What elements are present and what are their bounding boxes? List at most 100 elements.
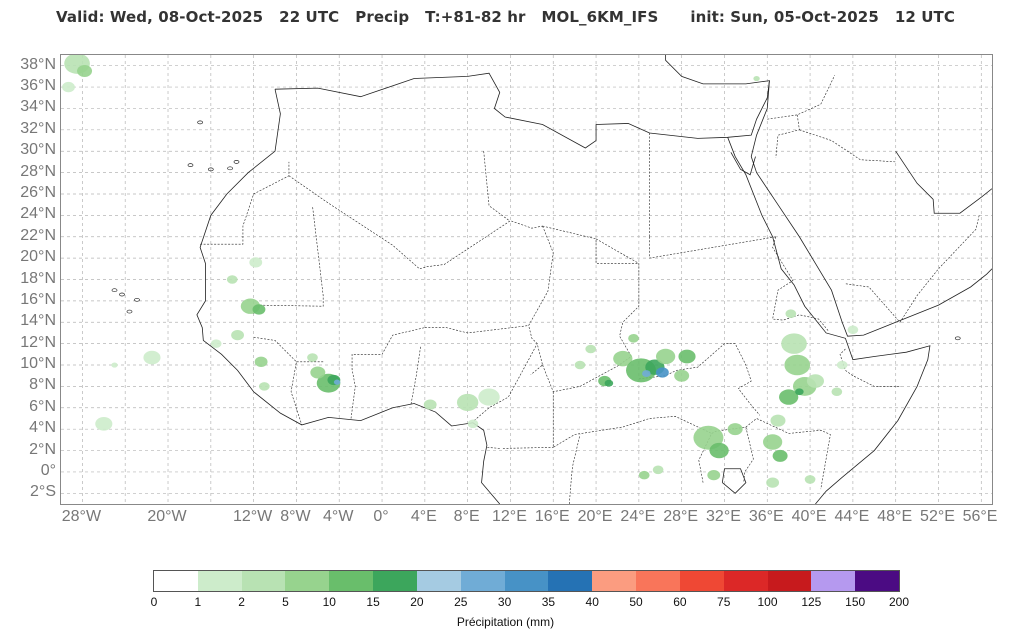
lon-tick-label: 20°E xyxy=(577,508,613,525)
precip-patch xyxy=(831,387,843,397)
precip-patch xyxy=(642,370,651,378)
lon-tick-label: 8°W xyxy=(280,508,311,525)
lon-tick-label: 44°E xyxy=(834,508,870,525)
country-border xyxy=(839,348,902,387)
island-outline xyxy=(227,166,233,171)
map-canvas[interactable] xyxy=(61,55,992,504)
colorbar-segment xyxy=(285,571,330,591)
lon-tick-label: 12°W xyxy=(232,508,273,525)
lon-tick-label: 16°E xyxy=(534,508,570,525)
country-border xyxy=(638,343,761,416)
colorbar-segment xyxy=(504,571,549,591)
country-border xyxy=(483,151,510,221)
colorbar-segment xyxy=(811,571,856,591)
lat-tick-label: 34°N xyxy=(20,98,56,116)
colorbar-segment xyxy=(636,571,680,591)
country-border xyxy=(200,161,290,245)
colorbar-segment xyxy=(329,571,374,591)
colorbar-tick-label: 20 xyxy=(410,595,424,609)
lon-tick-label: 28°W xyxy=(61,508,102,525)
colorbar-segment xyxy=(679,571,724,591)
colorbar-tick-label: 40 xyxy=(585,595,599,609)
precip-patch xyxy=(62,81,75,93)
lon-tick-label: 4°E xyxy=(410,508,437,525)
precip-patch xyxy=(678,349,696,364)
precip-patch xyxy=(307,353,318,362)
precip-patch xyxy=(613,350,633,367)
precip-patch xyxy=(574,360,586,370)
lat-tick-label: 16°N xyxy=(20,290,56,308)
country-border xyxy=(253,336,297,363)
map-panel[interactable] xyxy=(60,54,993,505)
colorbar-segment xyxy=(855,571,900,591)
colorbar-segment xyxy=(723,571,768,591)
precip-patch xyxy=(847,325,859,335)
lat-tick-label: 18°N xyxy=(20,269,56,287)
precip-patch xyxy=(707,469,721,481)
country-border xyxy=(595,238,640,367)
precip-patch xyxy=(467,419,479,429)
country-border xyxy=(528,225,554,375)
lat-tick-label: 8°N xyxy=(29,376,56,394)
country-border xyxy=(799,129,896,163)
lat-tick-label: 0° xyxy=(40,461,56,479)
colorbar-tick-label: 200 xyxy=(888,595,910,609)
colorbar xyxy=(153,570,900,592)
precip-patch xyxy=(423,399,437,410)
country-border xyxy=(542,225,639,264)
colorbar-tick-label: 25 xyxy=(454,595,468,609)
precip-patch xyxy=(766,477,780,488)
lat-tick-label: 4°N xyxy=(29,419,56,437)
precip-patch xyxy=(95,416,113,431)
lat-tick-label: 22°N xyxy=(20,226,56,244)
lat-tick-label: 26°N xyxy=(20,183,56,201)
precip-patch xyxy=(804,475,816,484)
lat-tick-label: 6°N xyxy=(29,397,56,415)
colorbar-segment xyxy=(548,571,593,591)
lon-tick-label: 28°E xyxy=(663,508,699,525)
lon-tick-label: 4°W xyxy=(323,508,354,525)
precip-patch xyxy=(585,344,597,354)
country-border xyxy=(772,236,829,332)
island-outline xyxy=(207,167,214,172)
colorbar-title: Précipitation (mm) xyxy=(456,615,555,629)
lon-tick-label: 36°E xyxy=(748,508,784,525)
colorbar-tick-label: 30 xyxy=(497,595,512,609)
country-border xyxy=(350,327,425,419)
country-border xyxy=(552,391,712,448)
lat-tick-label: 2°N xyxy=(29,440,56,458)
precip-patch xyxy=(604,379,614,387)
country-border xyxy=(542,364,618,393)
country-border xyxy=(486,447,500,449)
precip-patch xyxy=(143,350,161,365)
coastline xyxy=(895,150,992,214)
precip-patch xyxy=(785,309,797,318)
colorbar-tick-label: 50 xyxy=(629,595,643,609)
island-outline xyxy=(197,120,203,125)
colorbar-segment xyxy=(241,571,286,591)
country-border xyxy=(775,114,800,158)
lon-tick-label: 8°E xyxy=(453,508,480,525)
country-border xyxy=(473,343,538,421)
coastline xyxy=(750,80,770,157)
coastline xyxy=(275,55,770,149)
lat-tick-label: 24°N xyxy=(20,205,56,223)
lon-tick-label: 12°E xyxy=(492,508,527,525)
precip-patch xyxy=(779,389,799,405)
coastline xyxy=(730,152,756,176)
precip-patch xyxy=(456,393,479,412)
lat-tick-label: 20°N xyxy=(20,248,56,266)
lat-tick-label: 30°N xyxy=(20,141,56,159)
colorbar-tick-label: 0 xyxy=(150,595,158,609)
island-outline xyxy=(126,309,133,314)
precip-patch xyxy=(254,356,268,367)
lon-tick-label: 40°E xyxy=(791,508,827,525)
precip-patch xyxy=(655,367,669,378)
precip-patch xyxy=(310,366,326,379)
island-outline xyxy=(134,297,140,302)
precip-patch xyxy=(333,379,341,385)
island-outline xyxy=(119,292,125,297)
precip-patch xyxy=(655,348,676,365)
country-border xyxy=(290,361,324,425)
precip-patch xyxy=(231,329,244,341)
